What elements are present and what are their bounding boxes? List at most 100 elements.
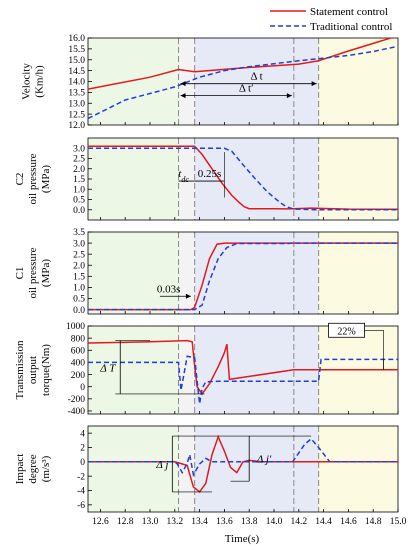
y-axis-label: oil pressure xyxy=(27,247,39,298)
y-axis-label: C2 xyxy=(14,173,26,186)
phase-bg-2 xyxy=(194,138,319,220)
annotation-delta-j-prime: Δ j′ xyxy=(256,454,272,466)
y-tick-label: 1000 xyxy=(66,322,85,332)
y-tick-label: 1.0 xyxy=(73,284,85,294)
y-tick-label: 14.0 xyxy=(68,78,85,88)
annotation-delta-t: Δ t xyxy=(250,71,262,83)
y-tick-label: -4 xyxy=(77,487,85,497)
x-tick-label: 14.4 xyxy=(315,517,332,527)
y-tick-label: -6 xyxy=(77,501,85,511)
panel-frame xyxy=(87,231,399,315)
phase-bg-1 xyxy=(88,138,179,220)
series-line-traditional xyxy=(88,242,398,311)
annotation-tdc: tdc xyxy=(178,168,189,184)
y-tick-label: 0 xyxy=(80,458,85,468)
x-tick-label: 13.0 xyxy=(142,517,159,527)
panel-c2: 0.00.51.01.52.02.53.0 C2 oil pressure (MPa)… xyxy=(14,137,399,221)
phase-bg-transition xyxy=(178,426,195,512)
panel-velocity: 12.012.513.013.514.014.515.015.516.0 Velo… xyxy=(21,34,399,131)
x-tick-label: 13.2 xyxy=(166,517,183,527)
x-tick-label: 13.6 xyxy=(216,517,233,527)
y-tick-label: 16.0 xyxy=(68,34,85,44)
series-line-statement xyxy=(88,434,398,493)
annotation-delta-t-prime: Δ t′ xyxy=(239,83,254,95)
y-axis-label: torque(Nm) xyxy=(40,344,52,396)
y-axis-label: Impact xyxy=(14,454,26,485)
y-tick-label: 200 xyxy=(71,371,86,381)
y-axis-label: Transmission xyxy=(14,340,26,399)
y-axis-label: oil pressure xyxy=(27,153,39,204)
y-tick-label: 3.0 xyxy=(73,144,85,154)
phase-bg-transition xyxy=(178,232,195,314)
y-tick-label: 15.0 xyxy=(68,56,85,66)
series-line-statement xyxy=(88,145,398,211)
y-tick-label: -200 xyxy=(68,395,86,405)
series-line-traditional xyxy=(88,147,398,211)
series-line-traditional xyxy=(88,355,398,404)
x-axis-label: Time(s) xyxy=(225,533,260,545)
panel-impact: -6 -4 -2 0 2 4 Impact degree (m/s³) Δ j Δ j′ xyxy=(14,425,399,513)
y-tick-label: 400 xyxy=(71,359,86,369)
x-tick-label: 12.6 xyxy=(92,517,109,527)
y-tick-label: 2.5 xyxy=(73,155,85,165)
arrow-head xyxy=(180,93,186,99)
y-tick-label: -2 xyxy=(77,472,85,482)
phase-bg-3 xyxy=(318,426,398,512)
y-tick-label: 800 xyxy=(71,334,86,344)
x-tick-label: 14.8 xyxy=(365,517,382,527)
arrow-head xyxy=(185,293,191,299)
phase-bg-3 xyxy=(318,38,398,125)
series-line-traditional xyxy=(88,437,398,477)
x-tick-label: 14.2 xyxy=(290,517,307,527)
y-tick-label: 0.0 xyxy=(73,306,85,316)
phase-bg-3 xyxy=(318,138,398,220)
y-tick-label: 0 xyxy=(80,383,85,393)
y-tick-label: 1.5 xyxy=(73,175,85,185)
x-axis: 12.6 12.8 13.0 13.2 13.4 13.6 13.8 14.0 14.2 14.4… xyxy=(92,517,406,527)
x-tick-label: 13.8 xyxy=(241,517,258,527)
y-tick-label: 4 xyxy=(80,429,85,439)
y-tick-label: 3.0 xyxy=(73,239,85,249)
y-axis-label: output xyxy=(27,356,39,384)
y-tick-label: 2 xyxy=(80,444,85,454)
y-tick-label: 13.0 xyxy=(68,99,85,109)
legend-label-statement: Statement control xyxy=(310,6,388,18)
phase-bg-1 xyxy=(88,426,179,512)
y-axis-label: C1 xyxy=(14,267,26,280)
y-tick-label: 0.5 xyxy=(73,295,85,305)
arrow-head xyxy=(286,93,292,99)
phase-bg-transition xyxy=(178,138,195,220)
phase-bg-1 xyxy=(88,38,179,125)
y-tick-label: 600 xyxy=(71,346,86,356)
panel-torque: -400 -200 0 200 400 600 800 1000 Transmission out… xyxy=(14,322,399,417)
phase-bg-2 xyxy=(194,232,319,314)
phase-bg-2 xyxy=(194,38,319,125)
annotation-delta-torque: Δ T xyxy=(99,362,116,374)
y-axis-label: (Km/h) xyxy=(34,65,46,98)
y-axis-label: (m/s³) xyxy=(40,455,52,482)
phase-bg-2 xyxy=(194,426,319,512)
y-tick-label: 2.5 xyxy=(73,250,85,260)
y-tick-label: -400 xyxy=(68,407,86,417)
y-tick-label: 12.0 xyxy=(68,121,85,131)
y-tick-label: 1.0 xyxy=(73,185,85,195)
phase-bg-3 xyxy=(318,232,398,314)
arrow-head xyxy=(180,81,186,87)
annotation-delta-j: Δ j xyxy=(155,459,168,471)
series-line-statement xyxy=(88,339,398,396)
legend: Statement control Traditional control xyxy=(266,2,402,35)
phase-bg-transition xyxy=(178,326,195,414)
x-tick-label: 13.4 xyxy=(191,517,208,527)
annotation-tdc-sub: dc xyxy=(181,175,189,184)
y-axis-label: (MPa) xyxy=(40,259,52,287)
annotation-025s: 0.25s xyxy=(198,168,222,180)
panel-c1: 0.00.51.01.5 2.02.53.03.5 C1 oil pressure (M… xyxy=(14,228,399,316)
y-tick-label: 1.5 xyxy=(73,273,85,283)
series-line-traditional xyxy=(88,45,398,120)
y-tick-label: 3.5 xyxy=(73,228,85,238)
arrow-head xyxy=(311,81,317,87)
y-axis-label: degree xyxy=(27,454,39,483)
x-tick-label: 12.8 xyxy=(117,517,134,527)
legend-label-traditional: Traditional control xyxy=(310,21,392,33)
x-tick-label: 15.0 xyxy=(390,517,407,527)
